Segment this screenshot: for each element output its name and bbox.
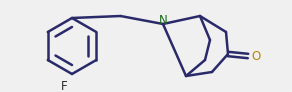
Text: O: O	[251, 49, 261, 62]
Text: F: F	[61, 79, 67, 92]
Text: N: N	[159, 14, 167, 26]
